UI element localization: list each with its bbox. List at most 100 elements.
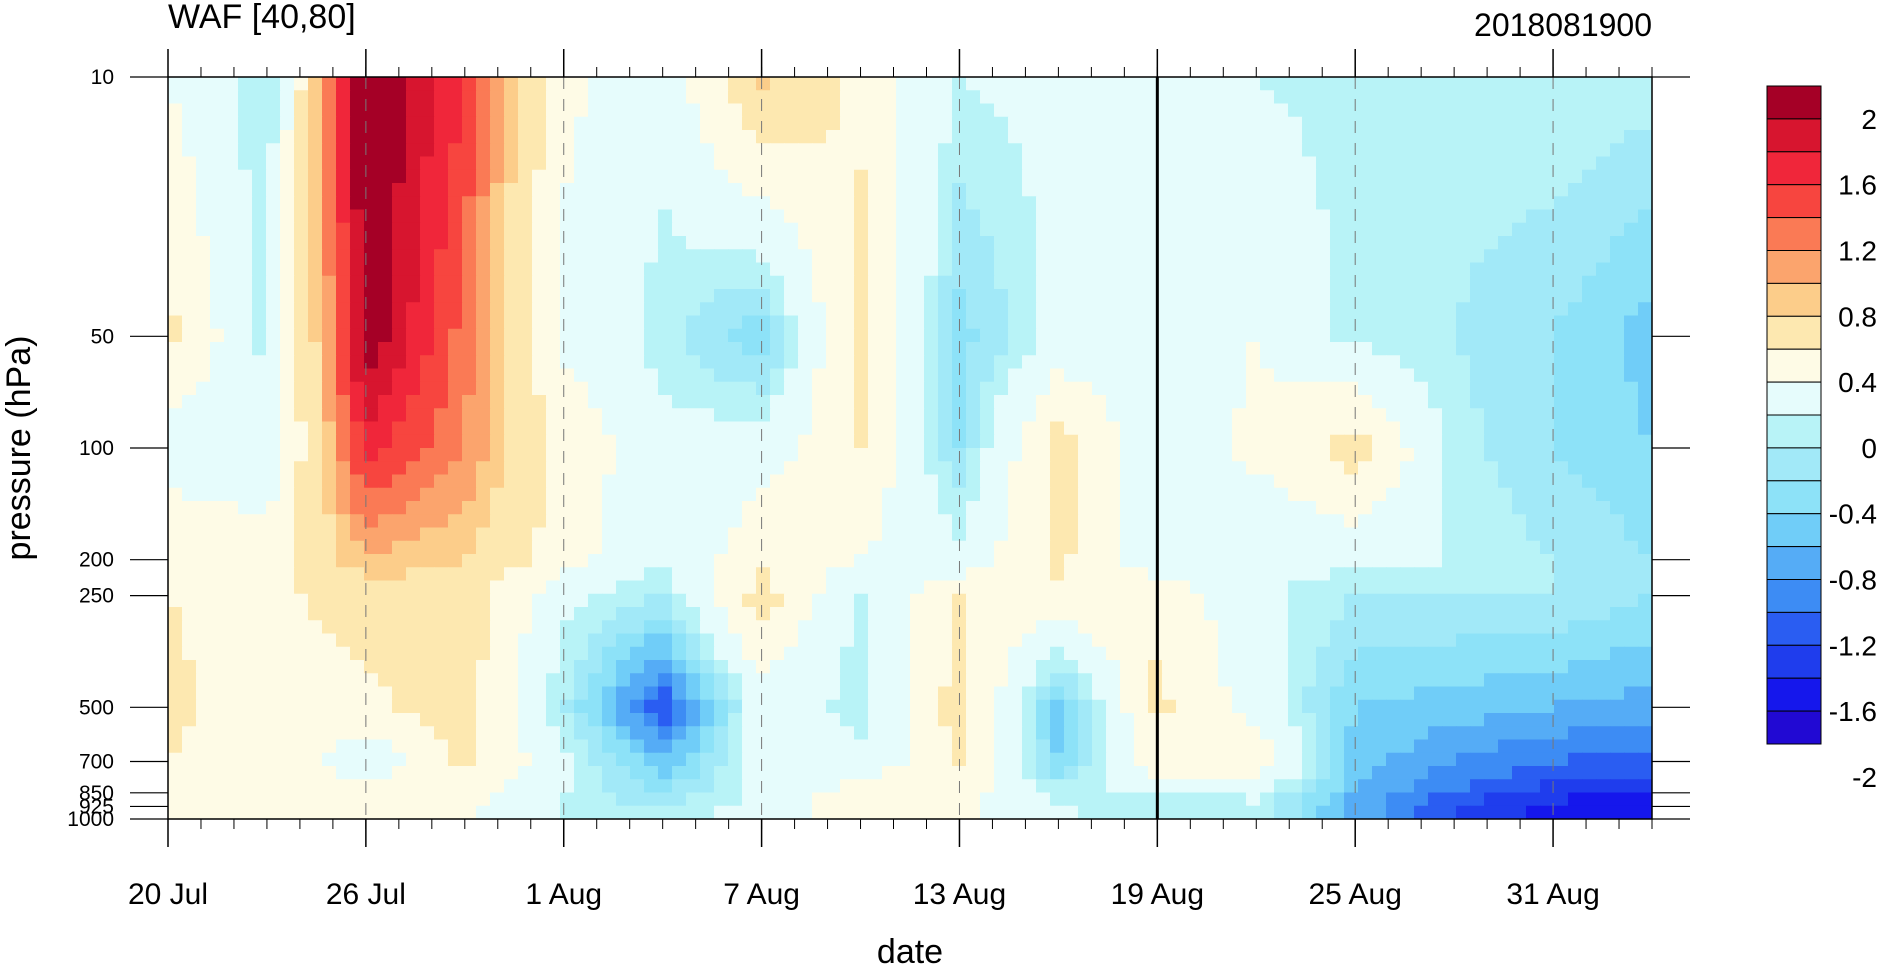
contour-cell bbox=[882, 408, 897, 423]
contour-cell bbox=[602, 554, 617, 568]
contour-cell bbox=[308, 275, 323, 290]
contour-cell bbox=[546, 156, 561, 171]
contour-cell bbox=[1372, 315, 1387, 330]
contour-cell bbox=[910, 408, 925, 423]
contour-cell bbox=[224, 699, 239, 714]
contour-cell bbox=[1190, 381, 1205, 396]
contour-cell bbox=[1022, 421, 1037, 436]
contour-cell bbox=[994, 540, 1009, 555]
contour-cell bbox=[1050, 315, 1065, 330]
contour-cell bbox=[672, 474, 687, 489]
contour-cell bbox=[1288, 607, 1303, 621]
contour-cell bbox=[1106, 421, 1121, 436]
contour-cell bbox=[406, 156, 421, 171]
contour-cell bbox=[1008, 540, 1023, 555]
contour-cell bbox=[238, 103, 253, 118]
contour-cell bbox=[1526, 474, 1541, 489]
contour-cell bbox=[1176, 660, 1191, 674]
contour-cell bbox=[868, 620, 883, 635]
contour-cell bbox=[1638, 169, 1652, 184]
contour-cell bbox=[938, 474, 953, 489]
contour-cell bbox=[1582, 368, 1597, 383]
contour-cell bbox=[924, 673, 939, 688]
contour-cell bbox=[1358, 567, 1373, 582]
contour-cell bbox=[938, 262, 953, 277]
contour-cell bbox=[1498, 222, 1513, 237]
contour-cell bbox=[616, 275, 631, 290]
contour-cell bbox=[602, 77, 617, 91]
contour-cell bbox=[938, 461, 953, 476]
contour-cell bbox=[1386, 527, 1401, 542]
contour-cell bbox=[994, 448, 1009, 462]
contour-cell bbox=[798, 130, 813, 144]
contour-cell bbox=[1456, 289, 1471, 303]
contour-cell bbox=[238, 567, 253, 582]
contour-cell bbox=[1120, 607, 1135, 621]
contour-cell bbox=[1526, 501, 1541, 515]
contour-cell bbox=[322, 116, 337, 131]
contour-cell bbox=[1106, 289, 1121, 303]
contour-cell bbox=[1456, 395, 1471, 409]
contour-cell bbox=[1036, 448, 1051, 462]
contour-cell bbox=[1176, 514, 1191, 529]
contour-cell bbox=[742, 580, 757, 595]
contour-cell bbox=[742, 77, 757, 91]
contour-cell bbox=[938, 540, 953, 555]
contour-cell bbox=[854, 209, 869, 224]
contour-cell bbox=[1554, 673, 1569, 688]
contour-cell bbox=[924, 355, 939, 370]
contour-cell bbox=[1358, 395, 1373, 409]
contour-cell bbox=[756, 408, 771, 423]
contour-cell bbox=[322, 461, 337, 476]
contour-cell bbox=[1218, 77, 1233, 91]
contour-cell bbox=[476, 77, 491, 91]
contour-cell bbox=[1120, 169, 1135, 184]
contour-cell bbox=[1050, 487, 1065, 502]
contour-cell bbox=[294, 77, 309, 91]
contour-cell bbox=[896, 342, 911, 356]
contour-cell bbox=[1176, 554, 1191, 568]
contour-cell bbox=[406, 580, 421, 595]
contour-cell bbox=[742, 381, 757, 396]
contour-cell bbox=[1512, 395, 1527, 409]
contour-cell bbox=[924, 236, 939, 250]
contour-cell bbox=[644, 156, 659, 171]
contour-cell bbox=[406, 289, 421, 303]
contour-cell bbox=[924, 103, 939, 118]
contour-cell bbox=[826, 607, 841, 621]
contour-cell bbox=[854, 169, 869, 184]
contour-cell bbox=[504, 169, 519, 184]
contour-cell bbox=[1064, 448, 1079, 462]
contour-cell bbox=[1190, 580, 1205, 595]
contour-cell bbox=[182, 315, 197, 330]
contour-cell bbox=[826, 421, 841, 436]
contour-cell bbox=[1274, 673, 1289, 688]
contour-cell bbox=[350, 196, 365, 211]
contour-cell bbox=[1050, 381, 1065, 396]
contour-cell bbox=[1400, 607, 1415, 621]
contour-cell bbox=[938, 593, 953, 608]
contour-cell bbox=[1148, 660, 1163, 674]
contour-cell bbox=[1204, 567, 1219, 582]
contour-cell bbox=[756, 540, 771, 555]
contour-cell bbox=[868, 434, 883, 449]
contour-cell bbox=[1638, 408, 1652, 423]
contour-cell bbox=[1050, 421, 1065, 436]
contour-cell bbox=[910, 607, 925, 621]
contour-cell bbox=[1582, 262, 1597, 277]
contour-cell bbox=[938, 660, 953, 674]
contour-cell bbox=[644, 90, 659, 105]
contour-cell bbox=[588, 183, 603, 197]
contour-cell bbox=[462, 487, 477, 502]
contour-cell bbox=[1512, 461, 1527, 476]
contour-cell bbox=[1358, 580, 1373, 595]
contour-cell bbox=[1092, 448, 1107, 462]
contour-cell bbox=[1218, 567, 1233, 582]
contour-cell bbox=[868, 395, 883, 409]
contour-cell bbox=[1372, 474, 1387, 489]
contour-cell bbox=[308, 527, 323, 542]
contour-cell bbox=[728, 130, 743, 144]
contour-cell bbox=[294, 302, 309, 317]
contour-cell bbox=[840, 527, 855, 542]
contour-cell bbox=[1218, 501, 1233, 515]
